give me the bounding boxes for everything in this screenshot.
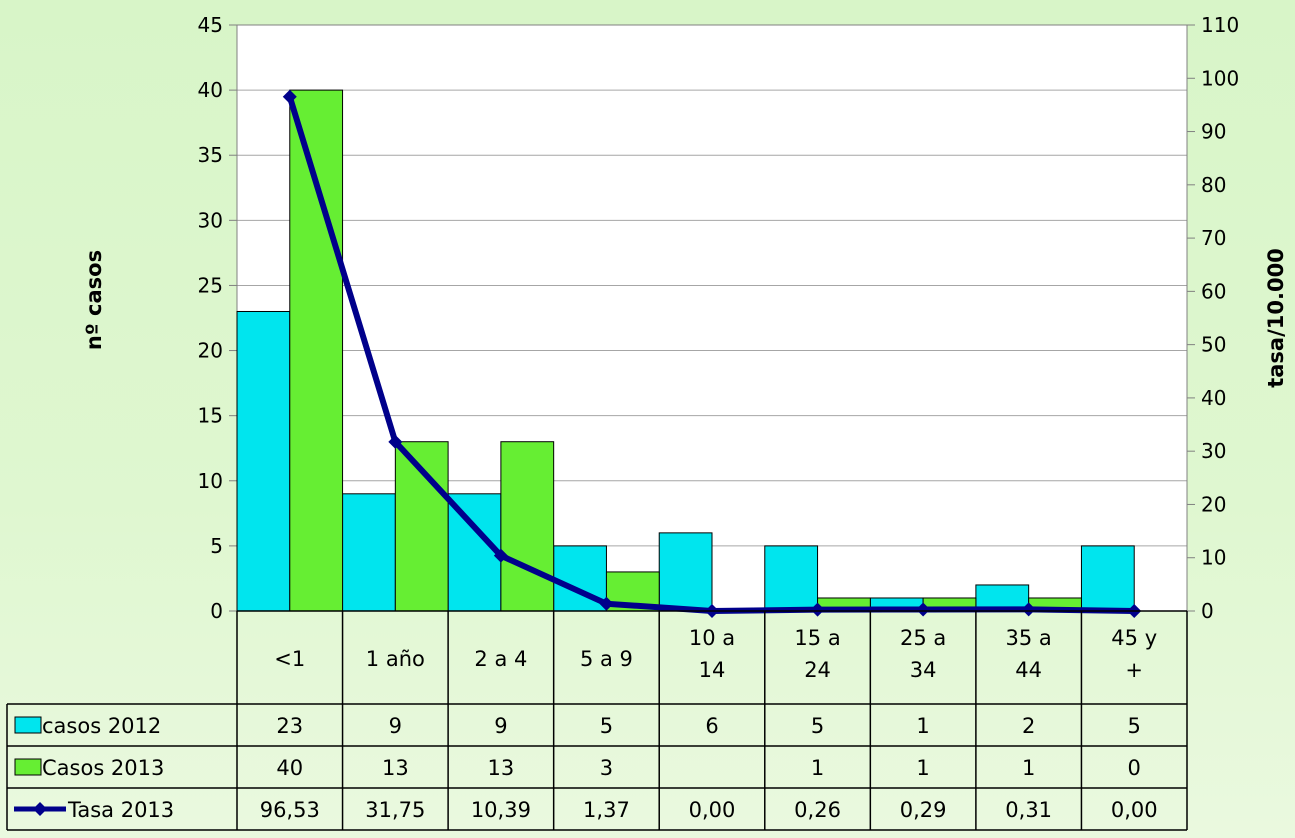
bar-casos-2012 (764, 545, 819, 612)
bar-casos-2012 (1080, 545, 1135, 612)
category-label: 35 a (1006, 626, 1052, 650)
legend-label: Tasa 2013 (67, 798, 174, 822)
legend-key-casos-2013 (14, 758, 42, 776)
data-label: 2 (1022, 714, 1035, 738)
data-label: 0 (1128, 756, 1141, 780)
category-label: 25 a (900, 626, 946, 650)
category-label: <1 (274, 647, 305, 671)
left-tick-label: 15 (198, 404, 223, 428)
left-tick-label: 40 (198, 78, 223, 102)
data-label: 6 (705, 714, 718, 738)
legend-label: casos 2012 (42, 714, 161, 738)
bar-casos-2012 (236, 310, 291, 612)
legend-key-casos-2012 (14, 716, 42, 734)
rate-point (493, 548, 508, 563)
left-axis-ticks: 0 5 10 15 20 25 30 35 40 45 (198, 13, 237, 623)
bar-casos-2012 (658, 532, 713, 612)
right-tick-label: 0 (1201, 599, 1214, 623)
data-label: 0,00 (1111, 798, 1158, 822)
left-tick-label: 5 (210, 534, 223, 558)
data-label: 0,00 (689, 798, 736, 822)
data-label: 13 (488, 756, 515, 780)
data-label: 1 (1022, 756, 1035, 780)
left-tick-label: 20 (198, 339, 223, 363)
data-label: 96,53 (260, 798, 320, 822)
data-label: 5 (600, 714, 613, 738)
category-label: 45 y (1111, 626, 1157, 650)
data-label: 1 (811, 756, 824, 780)
right-tick-label: 60 (1201, 279, 1226, 303)
bar-casos-2013 (500, 441, 555, 612)
right-tick-label: 70 (1201, 226, 1226, 250)
data-label: 9 (389, 714, 402, 738)
category-label: 24 (804, 658, 831, 682)
right-tick-label: 20 (1201, 492, 1226, 516)
data-label: 23 (276, 714, 303, 738)
right-tick-label: 40 (1201, 386, 1226, 410)
rate-point (810, 602, 825, 617)
right-tick-label: 50 (1201, 333, 1226, 357)
rate-point (282, 89, 297, 104)
rate-point (916, 602, 931, 617)
left-tick-label: 30 (198, 208, 223, 232)
right-tick-label: 110 (1201, 13, 1239, 37)
left-tick-label: 10 (198, 469, 223, 493)
right-tick-label: 80 (1201, 173, 1226, 197)
bar-casos-2012 (447, 493, 502, 612)
right-tick-label: 100 (1201, 66, 1239, 90)
bar-casos-2013 (289, 89, 344, 612)
data-label: 9 (494, 714, 507, 738)
category-label: + (1125, 658, 1143, 682)
data-label: 1 (916, 714, 929, 738)
data-label: 40 (276, 756, 303, 780)
data-label: 3 (600, 756, 613, 780)
right-axis-ticks: 0 10 20 30 40 50 60 70 80 90 100 110 (1187, 13, 1239, 623)
data-label: 0,31 (1005, 798, 1052, 822)
data-label: 1,37 (583, 798, 630, 822)
bars (236, 89, 1135, 612)
legend-label: Casos 2013 (42, 756, 164, 780)
category-label: 15 a (794, 626, 840, 650)
right-tick-label: 10 (1201, 546, 1226, 570)
rate-point (1021, 602, 1036, 617)
rate-point (388, 434, 403, 449)
y2-axis-title: tasa/10.000 (1264, 248, 1288, 388)
left-tick-label: 0 (210, 599, 223, 623)
data-label: 0,29 (900, 798, 947, 822)
right-tick-label: 30 (1201, 439, 1226, 463)
legend-key-marker (33, 802, 47, 816)
data-label: 1 (916, 756, 929, 780)
data-label: 13 (382, 756, 409, 780)
data-table: <1 1 año 2 a 4 5 a 9 10 a 14 15 a 24 25 a 34 35 a 4… (6, 610, 1188, 831)
data-label: 31,75 (365, 798, 425, 822)
data-label: 0,26 (794, 798, 841, 822)
left-tick-label: 45 (198, 13, 223, 37)
category-label: 5 a 9 (580, 647, 633, 671)
rate-point (599, 596, 614, 611)
bar-casos-2012 (342, 493, 396, 612)
category-label: 34 (910, 658, 937, 682)
category-label: 10 a (689, 626, 735, 650)
left-tick-label: 25 (198, 273, 223, 297)
right-tick-label: 90 (1201, 120, 1226, 144)
category-label: 14 (699, 658, 726, 682)
category-label: 2 a 4 (474, 647, 527, 671)
data-label: 5 (811, 714, 824, 738)
left-tick-label: 35 (198, 143, 223, 167)
y-axis-title: nº casos (82, 250, 106, 350)
category-label: 44 (1015, 658, 1042, 682)
category-label: 1 año (366, 647, 425, 671)
data-label: 5 (1128, 714, 1141, 738)
data-label: 10,39 (471, 798, 531, 822)
